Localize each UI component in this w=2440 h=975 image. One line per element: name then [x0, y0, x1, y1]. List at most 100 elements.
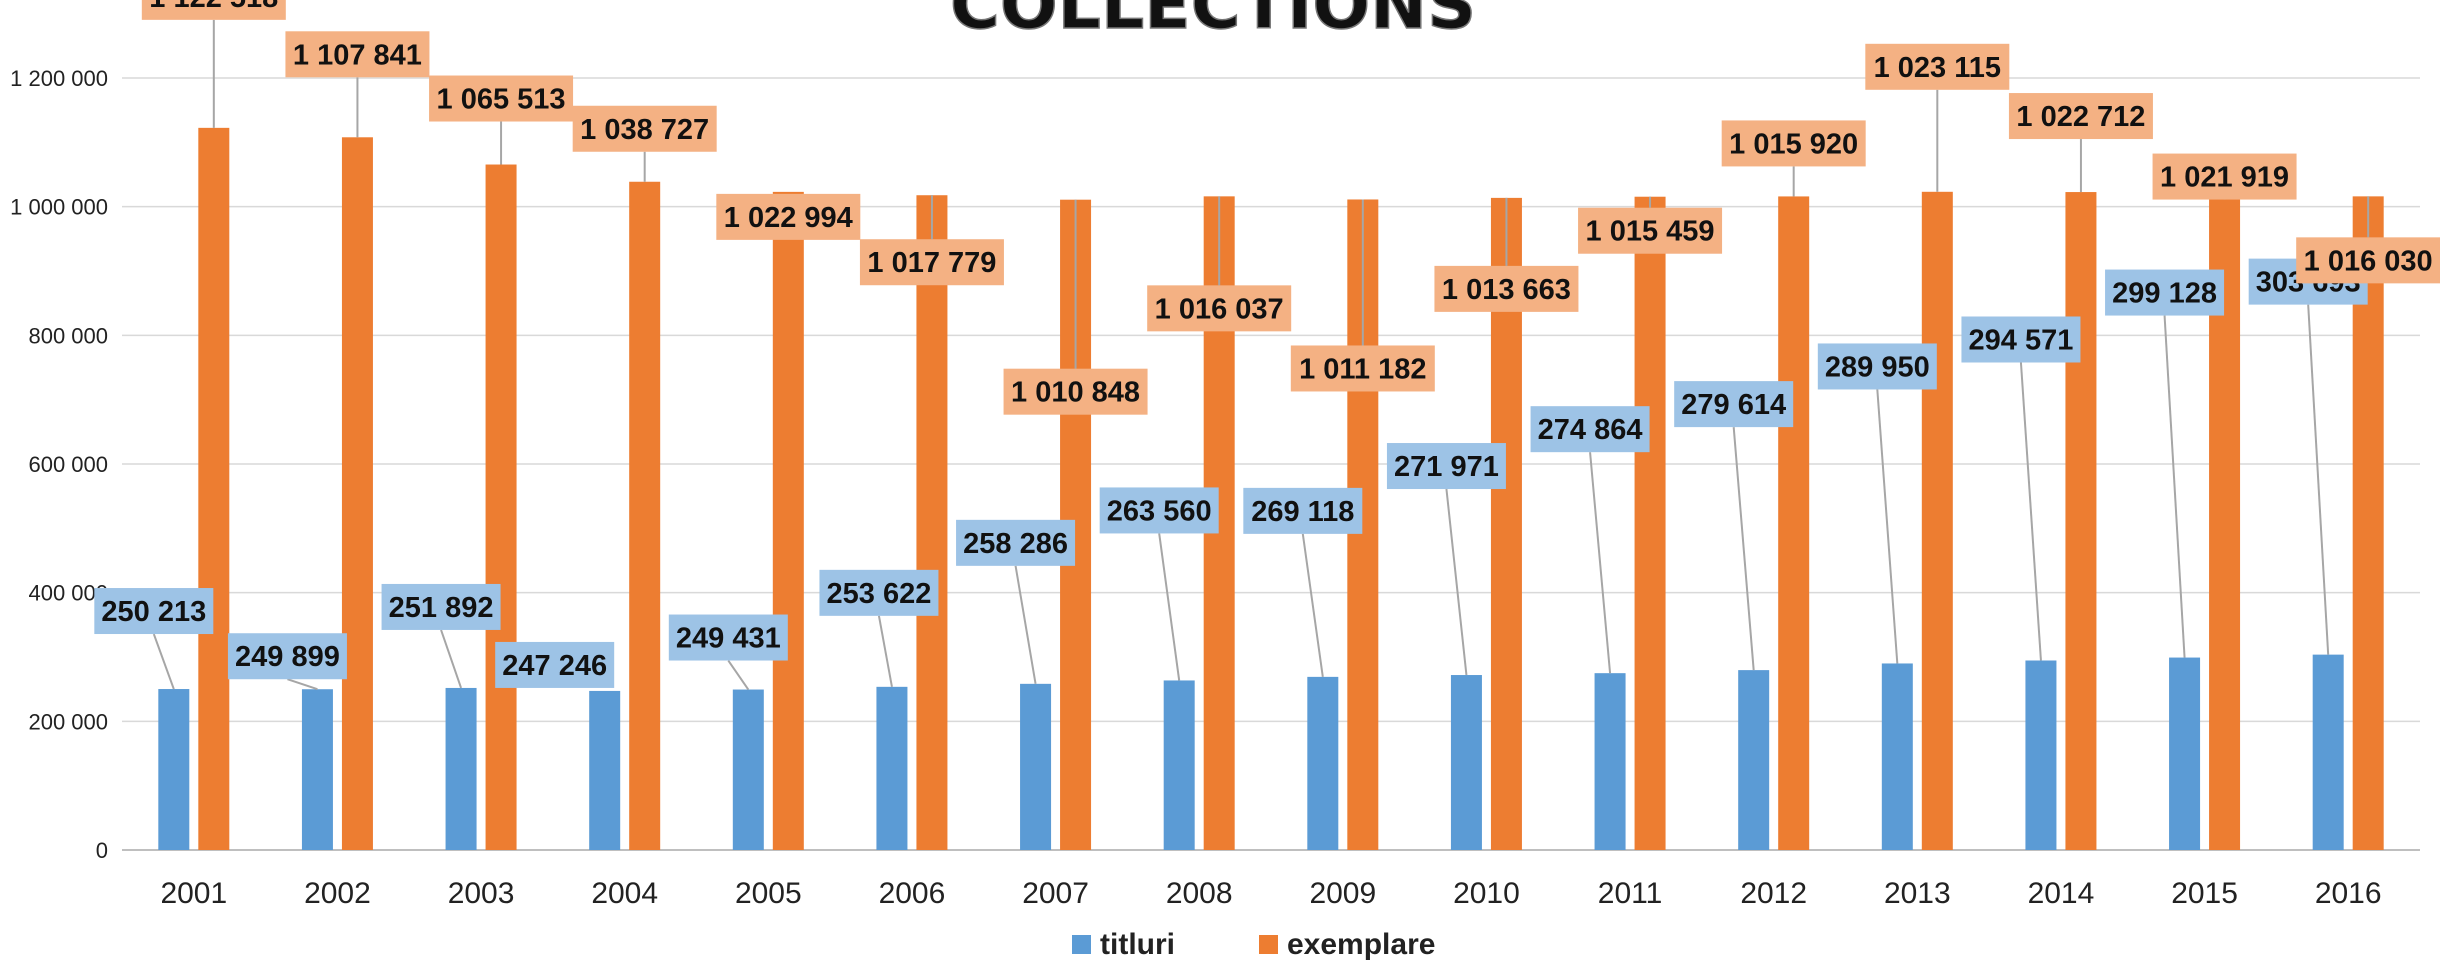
- bar-titluri: [2312, 654, 2344, 850]
- x-tick-label: 2005: [735, 877, 802, 910]
- bar-titluri: [445, 687, 477, 850]
- data-label: 1 015 920: [1729, 128, 1858, 160]
- bar-titluri: [1020, 683, 1052, 850]
- data-label: 289 950: [1825, 351, 1930, 383]
- data-label: 250 213: [101, 596, 206, 628]
- x-tick-label: 2016: [2315, 877, 2382, 910]
- data-label: 1 021 919: [2160, 162, 2289, 194]
- bar-exemplare: [2352, 196, 2384, 851]
- data-label: 1 122 518: [149, 0, 278, 14]
- leader-line: [152, 633, 175, 690]
- data-label-box: [1243, 487, 1363, 534]
- leader-line: [1301, 533, 1324, 678]
- leader-line: [1158, 533, 1181, 681]
- bar-titluri: [301, 689, 333, 850]
- leader-line: [877, 615, 893, 688]
- y-tick-label: 0: [96, 838, 108, 863]
- data-label: 251 892: [389, 592, 494, 624]
- data-label: 263 560: [1107, 495, 1212, 527]
- data-label-box: [1865, 43, 2010, 90]
- leader-line: [287, 678, 318, 691]
- bars: [158, 127, 2384, 851]
- leader-line: [727, 659, 750, 691]
- x-tick-label: 2009: [1309, 877, 1376, 910]
- data-label: 1 011 182: [1299, 353, 1426, 385]
- data-label: 249 899: [235, 641, 340, 673]
- data-label-box: [956, 519, 1076, 566]
- chart-title: COLLECTIONS: [950, 0, 1476, 45]
- x-tick-label: 2001: [160, 877, 227, 910]
- data-label-box: [2296, 237, 2440, 284]
- data-label: 1 107 841: [293, 39, 422, 71]
- x-axis: 2001 2002 2003 2004 2005 2006 2007 2008 2009 2010…: [160, 877, 2381, 910]
- data-label-box: [859, 239, 1004, 286]
- x-tick-label: 2008: [1166, 877, 1233, 910]
- leader-line: [2307, 304, 2330, 655]
- x-tick-label: 2013: [1884, 877, 1951, 910]
- x-tick-label: 2006: [879, 877, 946, 910]
- data-label-box: [2008, 93, 2153, 140]
- y-tick-label: 600 000: [28, 452, 108, 477]
- data-label: 1 038 727: [580, 114, 709, 146]
- y-tick-label: 200 000: [28, 709, 108, 734]
- data-label-box: [1961, 316, 2081, 363]
- bar-titluri: [1738, 670, 1770, 850]
- x-tick-label: 2002: [304, 877, 371, 910]
- data-label: 1 016 030: [2304, 245, 2433, 277]
- legend: titluri exemplare: [1072, 928, 1435, 961]
- data-label-box: [429, 75, 574, 122]
- data-label: 1 023 115: [1874, 52, 2001, 84]
- bar-titluri: [1450, 675, 1482, 850]
- data-label: 253 622: [827, 578, 932, 610]
- data-label: 258 286: [963, 528, 1068, 560]
- x-tick-label: 2010: [1453, 877, 1520, 910]
- bar-titluri: [1307, 676, 1339, 850]
- leader-line: [2019, 362, 2042, 661]
- x-tick-label: 2011: [1598, 877, 1663, 910]
- bar-titluri: [158, 689, 190, 850]
- data-label-box: [819, 569, 939, 616]
- data-label-box: [94, 588, 214, 635]
- legend-swatch-titluri: [1072, 935, 1091, 954]
- bar-titluri: [1163, 680, 1195, 850]
- bar-titluri: [2025, 660, 2057, 850]
- data-label-box: [1147, 285, 1292, 332]
- data-label: 1 017 779: [867, 247, 996, 279]
- data-label: 1 013 663: [1442, 274, 1571, 306]
- data-label-box: [1099, 487, 1219, 534]
- x-tick-label: 2015: [2171, 877, 2238, 910]
- data-label: 1 065 513: [437, 84, 566, 116]
- data-label: 1 015 459: [1586, 216, 1715, 248]
- data-label: 1 022 712: [2016, 101, 2145, 133]
- bar-exemplare: [629, 181, 661, 850]
- leader-line: [1589, 452, 1612, 674]
- leader-lines: [152, 19, 2370, 691]
- data-label: 279 614: [1681, 389, 1786, 421]
- bar-titluri: [732, 689, 764, 850]
- leader-line: [440, 629, 463, 689]
- data-label: 249 431: [676, 623, 781, 655]
- data-label-box: [141, 0, 286, 20]
- bar-titluri: [876, 686, 908, 850]
- data-label-box: [227, 633, 347, 680]
- data-label-box: [572, 105, 717, 152]
- legend-swatch-exemplare: [1259, 935, 1278, 954]
- bar-exemplare: [916, 195, 948, 851]
- x-tick-label: 2003: [448, 877, 515, 910]
- data-label-box: [1578, 207, 1723, 254]
- bar-exemplare: [772, 191, 804, 851]
- data-label: 299 128: [2112, 278, 2217, 310]
- leader-line: [1014, 565, 1037, 685]
- bar-exemplare: [485, 164, 517, 851]
- bar-titluri: [589, 690, 621, 850]
- leader-line: [1732, 427, 1755, 671]
- leader-line: [1876, 389, 1899, 664]
- data-label-box: [1003, 368, 1148, 415]
- bar-exemplare: [2065, 192, 2097, 850]
- data-label: 1 016 037: [1155, 293, 1284, 325]
- y-tick-label: 1 000 000: [10, 195, 108, 220]
- data-label-box: [716, 193, 861, 240]
- x-tick-label: 2012: [1740, 877, 1807, 910]
